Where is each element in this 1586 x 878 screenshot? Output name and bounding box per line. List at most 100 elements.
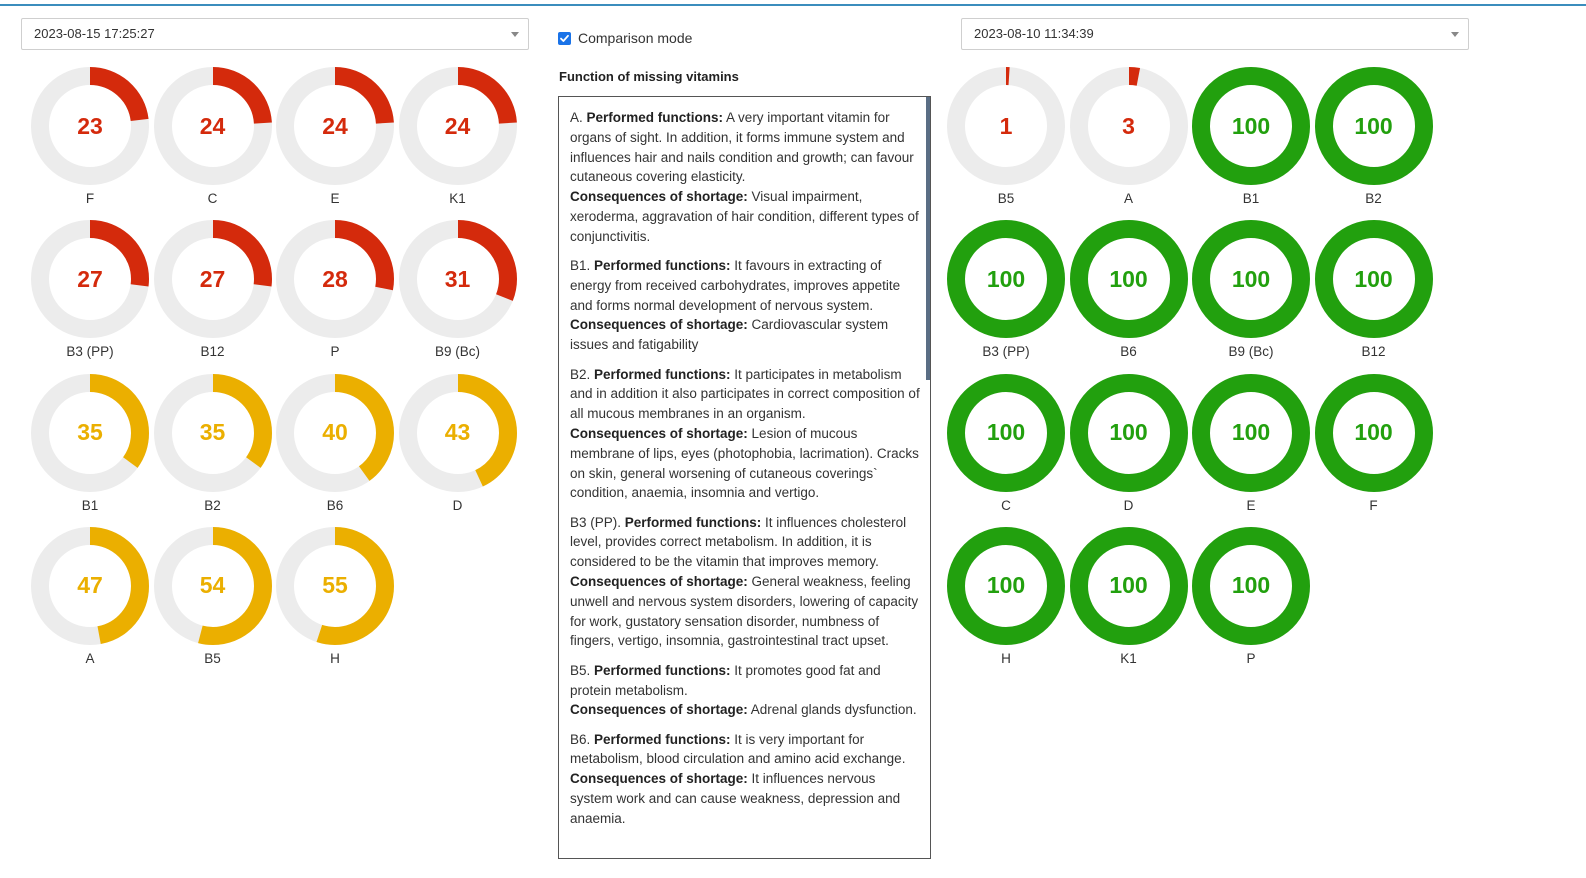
ring-arc — [398, 220, 517, 339]
ring-arc — [1192, 373, 1310, 492]
ring-value: 100 — [1231, 265, 1271, 292]
ring-value: 100 — [1109, 572, 1148, 599]
vitamin-ring-b12: 100 B12 — [1314, 219, 1434, 369]
vitamin-ring-b5: 1 B5 — [946, 66, 1066, 216]
vitamin-ring-c: 100 C — [946, 373, 1066, 523]
ring-label: A — [1123, 191, 1133, 206]
ring-label: B1 — [1242, 191, 1260, 206]
donut-chart — [947, 220, 1065, 339]
entry-prefix: B3 (PP). — [570, 514, 625, 530]
ring-arc — [153, 526, 272, 645]
vitamin-ring-b6: 40 B6 — [275, 373, 395, 523]
ring-value: 24 — [444, 112, 471, 139]
ring-label: B12 — [1361, 344, 1386, 360]
donut-chart — [153, 526, 272, 645]
comparison-mode-toggle[interactable]: Comparison mode — [558, 30, 692, 46]
donut-chart — [947, 373, 1065, 492]
vitamin-info-panel[interactable]: A. Performed functions: A very important… — [558, 96, 931, 859]
consequences-text: Cardiovascular system issues and fatigab… — [570, 317, 889, 353]
ring-arc — [1069, 220, 1188, 339]
performed-functions-label: Performed functions: — [624, 514, 762, 530]
vitamin-ring-e: 24 E — [275, 66, 395, 216]
consequences-text: General weakness, feeling unwell and ner… — [570, 574, 919, 649]
vitamin-ring-h: 100 H — [946, 526, 1066, 676]
performed-functions-label: Performed functions: — [594, 366, 731, 382]
consequences-label: Consequences of shortage: — [570, 574, 748, 590]
donut-chart — [1069, 220, 1188, 339]
ring-label: K1 — [1120, 650, 1137, 666]
ring-label: E — [330, 191, 340, 206]
vitamin-info-content: A. Performed functions: A very important… — [559, 97, 930, 829]
ring-value: 40 — [322, 419, 348, 446]
consequences-label: Consequences of shortage: — [570, 189, 748, 205]
ring-arc — [1192, 526, 1310, 645]
ring-label: B5 — [204, 650, 221, 666]
ring-value: 100 — [986, 419, 1026, 446]
ring-label: D — [452, 497, 463, 513]
left-date-value: 2023-08-15 17:25:27 — [34, 26, 155, 41]
right-date-select[interactable]: 2023-08-10 11:34:39 — [961, 18, 1469, 50]
ring-arc — [1192, 220, 1310, 339]
consequences-label: Consequences of shortage: — [570, 702, 748, 718]
donut-chart — [276, 526, 394, 645]
ring-arc — [1192, 67, 1310, 185]
donut-chart — [153, 220, 272, 339]
ring-label: F — [1369, 497, 1378, 513]
ring-label: C — [1001, 497, 1011, 513]
vitamin-info-entry: B6. Performed functions: It is very impo… — [570, 730, 920, 829]
vitamin-ring-b1: 100 B1 — [1191, 66, 1311, 216]
vitamin-ring-b3-pp: 100 B3 (PP) — [946, 219, 1066, 369]
top-accent-line — [0, 4, 1586, 6]
ring-label: H — [1001, 650, 1011, 666]
donut-chart — [398, 67, 517, 185]
ring-value: 100 — [986, 572, 1026, 599]
ring-label: B3 (PP) — [982, 344, 1030, 360]
ring-arc — [947, 220, 1065, 339]
donut-chart — [31, 67, 149, 185]
ring-arc — [31, 526, 149, 645]
ring-arc — [276, 526, 394, 645]
ring-label: B2 — [1365, 191, 1382, 206]
comparison-mode-checkbox[interactable] — [558, 31, 571, 45]
chevron-down-icon — [1451, 32, 1459, 37]
vitamin-ring-b9-bc: 100 B9 (Bc) — [1191, 219, 1311, 369]
ring-label: H — [330, 650, 340, 666]
donut-chart — [153, 67, 272, 185]
consequences-text: Adrenal glands dysfunction. — [750, 702, 917, 718]
vitamin-ring-b6: 100 B6 — [1069, 219, 1189, 369]
ring-arc — [1069, 526, 1188, 645]
ring-label: B6 — [326, 497, 344, 513]
left-date-select[interactable]: 2023-08-15 17:25:27 — [21, 18, 529, 50]
donut-chart — [31, 220, 149, 339]
ring-value: 43 — [444, 419, 471, 446]
ring-label: P — [1246, 650, 1256, 666]
entry-prefix: B2. — [570, 366, 595, 382]
donut-chart — [398, 373, 517, 492]
entry-prefix: A. — [570, 110, 587, 125]
ring-value: 54 — [199, 572, 226, 599]
donut-chart — [1069, 67, 1188, 185]
consequences-text: Visual impairment, xeroderma, aggravatio… — [570, 189, 919, 244]
vitamin-info-entry: B3 (PP). Performed functions: It influen… — [570, 513, 920, 652]
vitamin-ring-h: 55 H — [275, 526, 395, 676]
vitamin-ring-f: 23 F — [30, 66, 150, 216]
donut-chart — [31, 373, 149, 492]
ring-arc — [947, 373, 1065, 492]
checkmark-icon — [560, 34, 569, 42]
donut-chart — [1314, 220, 1433, 339]
ring-value: 100 — [1354, 265, 1393, 292]
ring-label: B3 (PP) — [66, 344, 114, 360]
ring-arc — [1314, 373, 1433, 492]
ring-value: 100 — [986, 265, 1026, 292]
entry-prefix: B1. — [570, 258, 595, 274]
ring-arc — [1314, 67, 1433, 185]
scrollbar[interactable] — [926, 97, 930, 380]
vitamin-ring-b2: 100 B2 — [1314, 66, 1434, 216]
entry-prefix: B6. — [570, 731, 595, 747]
vitamin-ring-b1: 35 B1 — [30, 373, 150, 523]
ring-arc — [947, 526, 1065, 645]
donut-chart — [398, 220, 517, 339]
donut-chart — [1192, 67, 1310, 185]
ring-arc — [947, 67, 1065, 185]
